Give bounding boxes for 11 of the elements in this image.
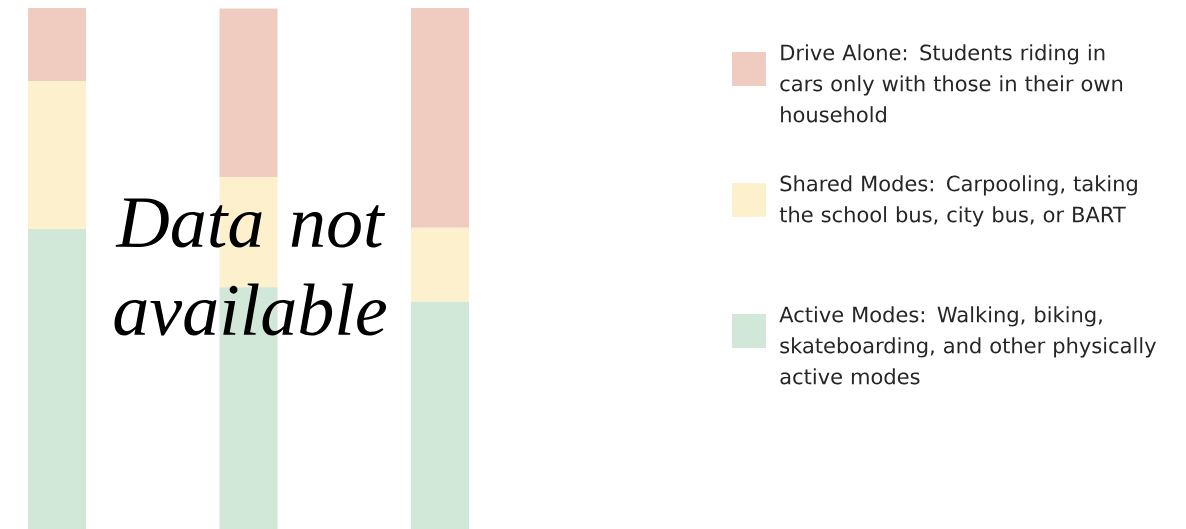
legend-label: Shared Modes: Carpooling, taking the school bus, city bus, or BART <box>779 175 1137 227</box>
bar <box>219 8 278 178</box>
bar <box>410 7 469 228</box>
legend-label: Active Modes: Walking, biking, skateboarding, and other physically active modes <box>779 306 1156 385</box>
bar <box>28 228 87 529</box>
bar <box>28 7 87 81</box>
bar <box>410 301 469 529</box>
annotation: Data not available <box>114 198 387 336</box>
bar <box>28 80 87 229</box>
legend-label: Drive Alone: Students riding in cars only with those in their own household <box>780 44 1123 123</box>
bar <box>410 227 469 302</box>
